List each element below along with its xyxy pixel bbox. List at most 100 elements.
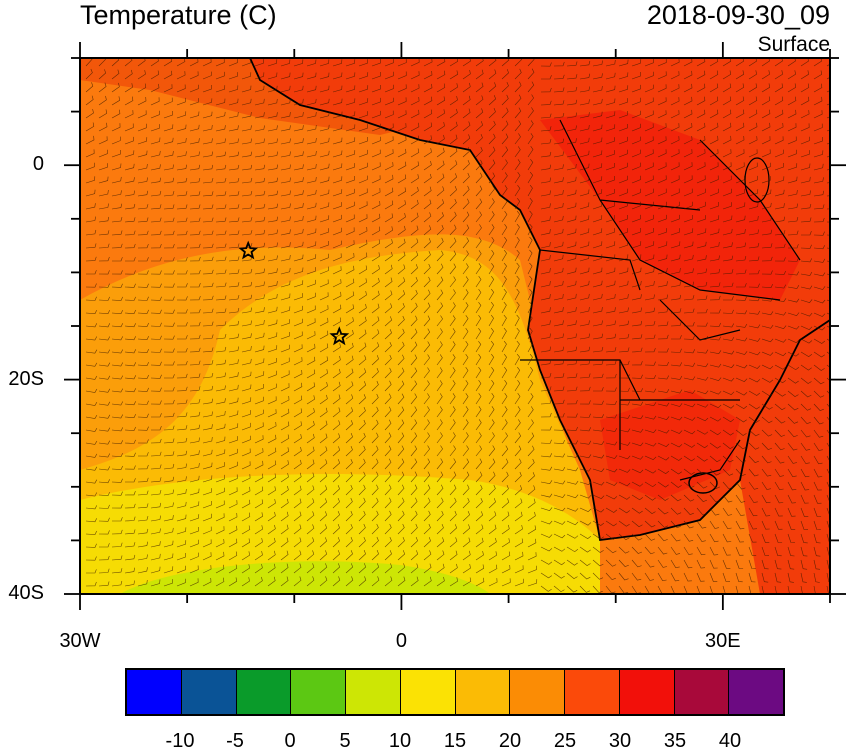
wind-barb (605, 414, 618, 419)
wind-barb (85, 349, 98, 354)
wind-barb (254, 164, 266, 171)
wind-barb (306, 498, 315, 509)
wind-barb (449, 237, 457, 249)
wind-barb (228, 164, 240, 171)
wind-barb (605, 481, 618, 486)
wind-barb (371, 226, 381, 236)
wind-barb (683, 281, 694, 288)
wind-barb (189, 450, 200, 457)
wind-barb (436, 109, 445, 119)
wind-barb (189, 334, 201, 340)
wind-barb (384, 290, 393, 301)
wind-barb (631, 320, 643, 327)
wind-barb (683, 188, 693, 197)
wind-barb (384, 239, 393, 249)
wind-barb (488, 524, 497, 535)
wind-barb (332, 563, 341, 574)
wind-barb (696, 175, 706, 184)
x-tick-label-30e: 30E (705, 630, 741, 652)
wind-barb (449, 471, 457, 483)
wind-barb (332, 355, 341, 366)
wind-barb (566, 533, 579, 539)
wind-barb (540, 164, 552, 171)
wind-barb (488, 353, 495, 366)
wind-barb (579, 413, 591, 418)
wind-barb (761, 507, 771, 517)
wind-barb (787, 416, 799, 424)
wind-barb (85, 466, 98, 471)
wind-barb (124, 362, 137, 367)
wind-barb (722, 442, 734, 449)
wind-barb (228, 525, 238, 535)
wind-barb (449, 302, 456, 314)
wind-barb (696, 241, 707, 249)
wind-barb (683, 429, 696, 435)
wind-barb (436, 406, 443, 418)
wind-barb (163, 463, 175, 470)
wind-barb (319, 176, 330, 184)
wind-barb (293, 59, 304, 67)
wind-barb (202, 462, 213, 470)
wind-barb (787, 96, 797, 106)
wind-barb (306, 318, 316, 327)
wind-barb (592, 494, 605, 499)
wind-barb (527, 275, 533, 288)
wind-barb (709, 403, 722, 409)
wind-barb (813, 245, 825, 250)
wind-barb (332, 459, 341, 470)
wind-barb (189, 475, 200, 483)
wind-barb (358, 98, 369, 106)
wind-barb (189, 71, 199, 80)
wind-barb (592, 585, 603, 594)
wind-barb (384, 380, 392, 392)
wind-barb (241, 112, 252, 119)
wind-barb (176, 437, 188, 444)
wind-barb (735, 403, 748, 409)
wind-barb (618, 294, 629, 301)
wind-barb (540, 507, 553, 511)
wind-barb (631, 294, 642, 301)
wind-barb (514, 525, 523, 535)
wind-barb (163, 540, 174, 548)
wind-barb (176, 348, 188, 353)
wind-barb (423, 302, 431, 314)
wind-barb (358, 124, 368, 132)
wind-barb (657, 559, 668, 568)
wind-barb (267, 125, 278, 132)
wind-barb (137, 426, 149, 431)
wind-barb (605, 427, 618, 432)
wind-barb (631, 136, 641, 145)
wind-barb (98, 176, 109, 184)
wind-barb (176, 243, 188, 249)
wind-barb (384, 123, 394, 132)
wind-barb (696, 255, 707, 262)
wind-barb (267, 383, 277, 392)
wind-barb (813, 325, 826, 331)
wind-barb (397, 563, 406, 574)
wind-barb (462, 510, 470, 522)
wind-barb (605, 85, 616, 93)
wind-barb (566, 176, 577, 184)
wind-barb (150, 400, 162, 405)
wind-barb (579, 215, 590, 223)
wind-barb (215, 58, 225, 67)
wind-barb (384, 458, 392, 470)
wind-barb (410, 264, 418, 275)
wind-barb (202, 347, 214, 353)
wind-barb (644, 388, 657, 393)
wind-barb (644, 374, 656, 380)
wind-barb (787, 325, 800, 330)
wind-barb (189, 501, 200, 509)
wind-barb (787, 149, 797, 158)
wind-barb (553, 466, 566, 471)
wind-barb (358, 303, 367, 314)
wind-barb (670, 481, 682, 488)
wind-barb (826, 442, 830, 449)
wind-barb (813, 585, 816, 594)
wind-barb (215, 513, 225, 522)
wind-barb (709, 546, 719, 556)
wind-barb (696, 507, 707, 516)
wind-barb (163, 335, 175, 340)
wind-barb (124, 230, 136, 236)
wind-barb (293, 280, 304, 288)
